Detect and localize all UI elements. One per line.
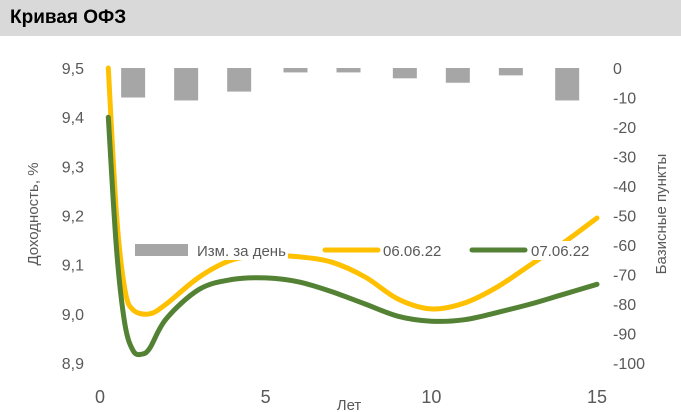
y-tick-label: 9,3 [62, 159, 84, 176]
x-axis-label: Лет [337, 397, 362, 412]
legend: Изм. за день 06.06.22 07.06.22 [135, 241, 592, 260]
x-tick-label: 15 [587, 387, 607, 407]
y2-tick-label: -20 [613, 120, 636, 137]
chart-title-bar: Кривая ОФЗ [0, 0, 681, 36]
y-tick-label: 8,9 [62, 356, 84, 373]
legend-label-bg [529, 241, 592, 260]
y-tick-label: 9,1 [62, 258, 84, 275]
y2-axis-label: Базисные пункты [653, 154, 670, 275]
legend-label-1: Изм. за день [197, 243, 286, 260]
bar [336, 68, 361, 73]
legend-label-3: 07.06.22 [531, 243, 589, 260]
y2-tick-label: -30 [613, 150, 636, 167]
series-line-2 [105, 114, 600, 358]
bar [121, 68, 146, 98]
legend-swatch-bar [135, 244, 188, 256]
y2-tick-label: -60 [613, 238, 636, 255]
x-tick-label: 5 [261, 387, 271, 407]
y-tick-label: 9,2 [62, 209, 84, 226]
y-tick-label: 9,0 [62, 307, 84, 324]
y2-tick-label: 0 [613, 61, 622, 78]
series-line-1 [105, 65, 600, 317]
chart-title: Кривая ОФЗ [10, 7, 127, 28]
lines-layer [105, 65, 600, 358]
y-tick-label: 9,4 [62, 110, 84, 127]
y2-tick-label: -90 [613, 327, 636, 344]
x-tick-label: 10 [421, 387, 441, 407]
y2-tick-label: -50 [613, 209, 636, 226]
legend-label-2: 06.06.22 [383, 243, 441, 260]
bar [445, 68, 470, 83]
bars-layer [121, 68, 580, 101]
bar [392, 68, 417, 79]
legend-label-bg [381, 241, 444, 260]
y-axis-label: Доходность, % [25, 162, 42, 265]
bar [555, 68, 580, 101]
ticks-layer: 9,5 9,4 9,3 9,2 9,1 9,0 8,9 0 -10 -20 -30 -40 -50 -60… [62, 61, 645, 407]
x-tick-label: 0 [95, 387, 105, 407]
y2-tick-label: -10 [613, 91, 636, 108]
y-tick-label: 9,5 [62, 61, 84, 78]
bar [498, 68, 523, 76]
y2-tick-label: -70 [613, 268, 636, 285]
legend-label-bg [195, 241, 288, 260]
bar [174, 68, 199, 101]
y2-tick-label: -40 [613, 179, 636, 196]
bar [227, 68, 252, 92]
y2-tick-label: -80 [613, 297, 636, 314]
y2-tick-label: -100 [613, 356, 645, 373]
bar [283, 68, 308, 73]
